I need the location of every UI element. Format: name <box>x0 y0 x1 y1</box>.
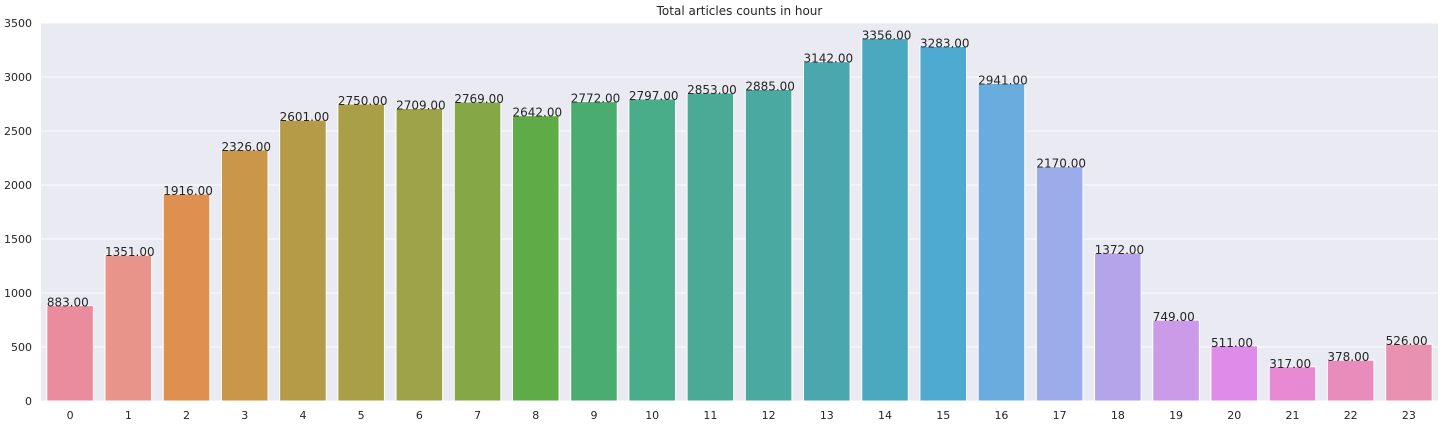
x-tick-label: 17 <box>1053 409 1067 422</box>
data-label: 2170.00 <box>1036 157 1086 171</box>
x-tick-label: 19 <box>1169 409 1183 422</box>
x-tick-label: 1 <box>125 409 132 422</box>
x-tick-label: 15 <box>936 409 950 422</box>
y-tick-label: 2500 <box>4 125 32 138</box>
data-label: 883.00 <box>47 296 89 310</box>
bar-hour-7 <box>453 101 502 402</box>
bar-hour-19 <box>1152 319 1200 402</box>
bar-hour-8 <box>511 115 560 402</box>
data-label: 2853.00 <box>687 83 737 97</box>
bar-hour-14 <box>861 38 909 402</box>
gridlines <box>41 22 1438 402</box>
data-label: 2750.00 <box>338 94 388 108</box>
bar-hour-2 <box>162 193 211 402</box>
data-label: 2797.00 <box>629 89 679 103</box>
bars <box>46 38 1433 402</box>
data-label: 749.00 <box>1153 310 1195 324</box>
data-label: 1351.00 <box>105 245 155 259</box>
bar-hour-18 <box>1094 252 1142 402</box>
bar-hour-10 <box>628 98 676 402</box>
x-tick-label: 23 <box>1402 409 1416 422</box>
x-tick-label: 4 <box>299 409 306 422</box>
bar-hour-13 <box>803 61 851 402</box>
data-labels: 883.00 1351.00 1916.00 2326.00 2601.00 2750.0… <box>47 29 1428 371</box>
data-label: 2772.00 <box>571 92 621 106</box>
x-tick-label: 21 <box>1285 409 1299 422</box>
y-tick-label: 1000 <box>4 287 32 300</box>
y-tick-label: 500 <box>11 341 32 354</box>
data-label: 1372.00 <box>1095 243 1145 257</box>
data-label: 317.00 <box>1269 357 1311 371</box>
data-label: 2709.00 <box>396 98 446 112</box>
bar-hour-12 <box>744 88 793 402</box>
x-tick-label: 8 <box>532 409 539 422</box>
data-label: 2769.00 <box>454 92 504 106</box>
bar-hour-21 <box>1268 366 1317 402</box>
data-label: 3356.00 <box>862 29 912 43</box>
x-tick-label: 9 <box>590 409 597 422</box>
y-tick-label: 3500 <box>4 17 32 30</box>
x-tick-label: 14 <box>878 409 892 422</box>
x-tick-label: 16 <box>994 409 1008 422</box>
data-label: 526.00 <box>1386 334 1428 348</box>
data-label: 2642.00 <box>512 106 562 120</box>
bar-hour-16 <box>977 82 1026 402</box>
y-tick-label: 0 <box>25 395 32 408</box>
bar-hour-17 <box>1035 166 1084 402</box>
data-label: 2885.00 <box>745 79 795 93</box>
data-label: 3283.00 <box>920 36 970 50</box>
bar-hour-20 <box>1210 345 1259 402</box>
bar-hour-4 <box>279 119 327 402</box>
bar-hour-3 <box>220 149 269 402</box>
y-tick-label: 3000 <box>4 71 32 84</box>
bar-hour-15 <box>919 45 968 402</box>
x-axis-ticks: 0 1 2 3 4 5 6 7 8 9 10 11 12 13 14 15 16 17 18 19 20 21 22 23 <box>67 409 1416 422</box>
bar-hour-5 <box>337 103 385 402</box>
y-tick-label: 2000 <box>4 179 32 192</box>
data-label: 2326.00 <box>221 140 271 154</box>
y-axis-ticks: 0 500 1000 1500 2000 2500 3000 3500 <box>4 17 32 408</box>
x-tick-label: 2 <box>183 409 190 422</box>
x-tick-label: 11 <box>703 409 717 422</box>
bar-hour-23 <box>1385 343 1433 402</box>
data-label: 511.00 <box>1211 336 1253 350</box>
data-label: 2601.00 <box>280 110 330 124</box>
bar-hour-0 <box>46 305 94 402</box>
data-label: 3142.00 <box>804 52 854 66</box>
plot-background <box>41 23 1438 401</box>
x-tick-label: 22 <box>1344 409 1358 422</box>
x-tick-label: 13 <box>820 409 834 422</box>
bar-hour-9 <box>570 101 618 402</box>
x-tick-label: 3 <box>241 409 248 422</box>
x-tick-label: 5 <box>358 409 365 422</box>
x-tick-label: 12 <box>762 409 776 422</box>
bar-hour-11 <box>686 92 735 402</box>
x-tick-label: 20 <box>1227 409 1241 422</box>
data-label: 378.00 <box>1327 350 1369 364</box>
data-label: 2941.00 <box>978 73 1028 87</box>
bar-hour-1 <box>104 254 153 402</box>
x-tick-label: 7 <box>474 409 481 422</box>
chart-title: Total articles counts in hour <box>656 4 823 18</box>
x-tick-label: 6 <box>416 409 423 422</box>
x-tick-label: 10 <box>645 409 659 422</box>
x-tick-label: 18 <box>1111 409 1125 422</box>
y-tick-label: 1500 <box>4 233 32 246</box>
data-label: 1916.00 <box>163 184 213 198</box>
bar-hour-22 <box>1326 359 1375 402</box>
x-tick-label: 0 <box>67 409 74 422</box>
bar-hour-6 <box>395 107 444 402</box>
